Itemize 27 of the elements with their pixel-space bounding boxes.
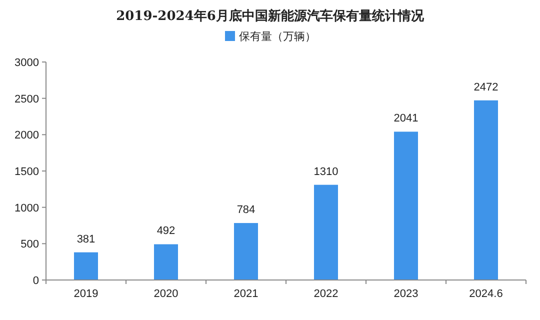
legend-label: 保有量（万辆） [239,31,316,43]
bar [474,100,498,280]
y-tick-label: 3000 [14,57,39,69]
bar [74,252,98,280]
data-label: 1310 [314,166,338,178]
chart-title: 2019-2024年6月底中国新能源汽车保有量统计情况 [116,8,425,24]
bar [154,244,178,280]
bar [234,223,258,280]
x-tick-label: 2024.6 [469,288,503,300]
x-tick-label: 2022 [314,288,338,300]
data-label: 784 [236,204,256,216]
x-tick-label: 2019 [74,288,98,300]
bar [394,132,418,280]
y-tick-label: 0 [32,275,39,287]
x-tick-label: 2023 [394,288,418,300]
data-label: 381 [76,233,96,246]
y-tick-label: 2000 [14,130,39,142]
x-tick-label: 2020 [154,288,178,300]
bar [314,184,338,280]
data-label: 2041 [394,112,418,125]
y-tick-label: 1500 [14,166,39,178]
data-label: 492 [156,225,176,238]
y-tick-label: 1000 [14,202,39,214]
x-tick-label: 2021 [234,288,258,300]
data-label: 2472 [474,81,498,94]
y-tick-label: 2500 [14,93,39,106]
y-tick-label: 500 [20,238,39,251]
